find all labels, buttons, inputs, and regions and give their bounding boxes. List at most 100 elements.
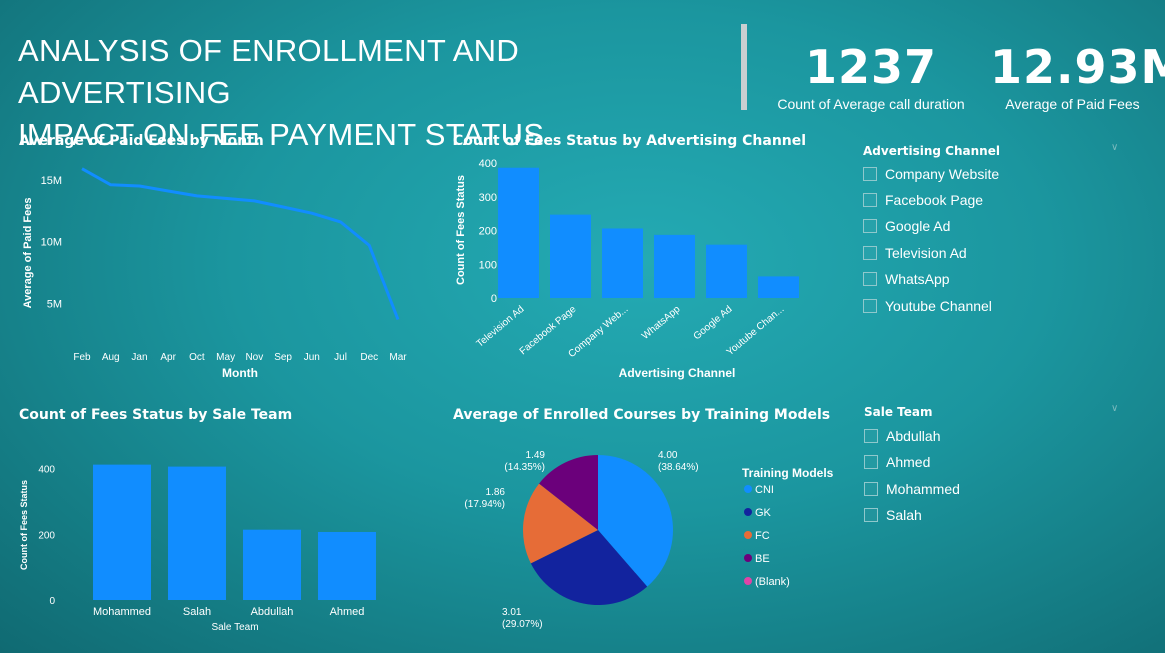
pie-data-label: 1.86 [486,487,506,498]
chevron-down-icon[interactable]: ∨ [1111,142,1119,153]
kpi-card-call-duration[interactable]: 1237 Count of Average call duration [765,40,977,112]
channel-bar[interactable] [654,234,695,298]
team-bar[interactable] [318,531,376,600]
line-x-tick-label: Nov [245,352,263,363]
pie-slice[interactable] [530,530,648,605]
pie-chart-training-models[interactable]: 4.00(38.64%) 3.01(29.07%) 1.86(17.94%) 1.49… [440,430,860,650]
slicer-item-label: Mohammed [886,481,960,497]
slicer-item-label: Ahmed [886,454,931,470]
checkbox[interactable] [864,482,878,496]
chevron-down-icon[interactable]: ∨ [1111,403,1119,414]
slicer-title: Advertising Channel [863,144,1000,158]
team-bar[interactable] [243,529,301,600]
line-x-tick-label: Mar [389,352,407,363]
slicer-item-google-ad[interactable]: Google Ad [863,216,950,236]
line-y-axis-label: Average of Paid Fees [22,198,34,309]
checkbox[interactable] [864,429,878,443]
channel-bar[interactable] [758,276,799,298]
pie-slice[interactable] [598,455,674,587]
checkbox[interactable] [863,299,877,313]
checkbox[interactable] [863,272,877,286]
slicer-sale-team: Sale Team ∨ Abdullah Ahmed Mohammed Sala… [864,403,1124,535]
bar-chart-sale-team[interactable]: Count of Fees Status 0 200 400 Mohammed Sal… [0,430,420,650]
channel-y-tick-label: 200 [479,226,497,238]
team-y-tick-label: 0 [49,596,55,607]
pie-chart-title: Average of Enrolled Courses by Training … [453,407,831,423]
pie-legend-label: GK [755,507,772,519]
channel-y-tick-label: 400 [479,158,497,170]
line-x-tick-label: Jan [131,352,147,363]
channel-bar[interactable] [550,214,591,298]
slicer-item-whatsapp[interactable]: WhatsApp [863,269,950,289]
slicer-item-television-ad[interactable]: Television Ad [863,243,967,263]
line-series [81,167,400,321]
kpi-label: Count of Average call duration [777,96,965,112]
line-x-tick-label: Jun [304,352,320,363]
pie-data-label: 4.00 [658,450,678,461]
kpi-card-paid-fees[interactable]: 12.93M Average of Paid Fees [990,40,1165,112]
checkbox[interactable] [863,167,877,181]
bar-chart-channel[interactable]: Count of Fees Status 0 100 200 300 400 Telev… [440,150,840,390]
slicer-item-salah[interactable]: Salah [864,505,922,525]
channel-y-tick-label: 300 [479,192,497,204]
legend-swatch [744,485,752,493]
channel-x-tick-label: WhatsApp [640,304,683,342]
checkbox[interactable] [863,246,877,260]
line-chart-title: Average of Paid Fees by Month [19,133,264,149]
sale-team-chart-title: Count of Fees Status by Sale Team [19,407,293,423]
legend-swatch [744,531,752,539]
slicer-item-label: Company Website [885,166,1000,182]
title-line-1: ANALYSIS OF ENROLLMENT AND ADVERTISING [18,33,520,110]
pie-slice[interactable] [522,483,598,564]
channel-bar[interactable] [706,244,747,298]
kpi-value: 12.93M [990,40,1165,94]
team-bar[interactable] [93,464,151,600]
checkbox[interactable] [863,219,877,233]
slicer-item-abdullah[interactable]: Abdullah [864,426,941,446]
line-chart-month[interactable]: 5M 10M 15M Average of Paid Fees Feb Aug Jan A… [0,150,420,390]
line-x-tick-label: Aug [102,352,120,363]
pie-data-label: 3.01 [502,607,522,618]
pie-slice[interactable] [539,455,598,530]
pie-data-label: (29.07%) [502,619,543,630]
slicer-item-youtube-channel[interactable]: Youtube Channel [863,296,992,316]
channel-y-tick-label: 0 [491,293,497,305]
checkbox[interactable] [864,455,878,469]
slicer-item-label: Facebook Page [885,192,984,208]
slicer-advertising-channel: Advertising Channel ∨ Company Website Fa… [863,142,1123,324]
team-x-tick-label: Mohammed [93,606,151,618]
line-x-tick-label: Feb [73,352,91,363]
pie-legend-label: CNI [755,484,774,496]
team-y-tick-label: 400 [38,465,55,476]
team-x-axis-label: Sale Team [211,622,258,633]
line-y-tick-label: 10M [41,237,62,249]
line-y-tick-label: 15M [41,175,62,187]
pie-data-label: 1.49 [526,450,546,461]
slicer-item-facebook-page[interactable]: Facebook Page [863,190,983,210]
legend-swatch [744,577,752,585]
team-y-tick-label: 200 [38,530,55,541]
checkbox[interactable] [863,193,877,207]
slicer-item-company-website[interactable]: Company Website [863,164,999,184]
channel-chart-title: Count of Fees Status by Advertising Chan… [453,133,807,149]
team-x-tick-label: Abdullah [251,606,294,618]
checkbox[interactable] [864,508,878,522]
line-x-tick-label: Apr [160,352,176,363]
slicer-item-label: Abdullah [886,428,941,444]
channel-bar[interactable] [602,228,643,298]
slicer-item-label: WhatsApp [885,271,950,287]
channel-x-tick-label: Google Ad [692,304,735,342]
title-line-2: IMPACT ON FEE PAYMENT STATUS [18,117,545,152]
team-y-axis-label: Count of Fees Status [19,480,29,570]
slicer-item-mohammed[interactable]: Mohammed [864,479,960,499]
kpi-value: 1237 [804,40,938,94]
slicer-item-label: Salah [886,507,922,523]
channel-bar[interactable] [498,167,539,298]
team-x-tick-label: Salah [183,606,211,618]
team-bar[interactable] [168,466,226,600]
pie-data-label: (38.64%) [658,462,699,473]
slicer-item-ahmed[interactable]: Ahmed [864,452,930,472]
team-x-tick-label: Ahmed [330,606,365,618]
line-y-tick-label: 5M [47,298,62,310]
legend-swatch [744,554,752,562]
